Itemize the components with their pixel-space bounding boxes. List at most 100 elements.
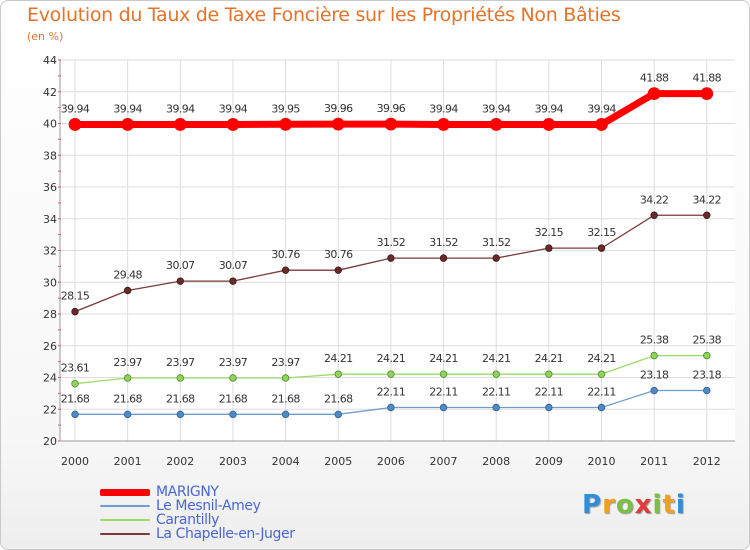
data-point <box>281 266 290 274</box>
data-point <box>650 211 658 219</box>
data-point <box>334 370 342 378</box>
data-label: 23.18 <box>640 369 669 382</box>
data-point <box>123 286 132 295</box>
data-point <box>437 118 450 131</box>
data-point <box>439 403 448 412</box>
chart-subtitle: (en %) <box>27 30 64 43</box>
data-point <box>492 254 500 262</box>
x-tick-label: 2010 <box>588 455 616 468</box>
logo-letter: t <box>662 490 676 520</box>
data-point <box>647 87 661 101</box>
chart-legend: MARIGNY Le Mesnil-Amey Carantilly La Cha… <box>100 485 295 541</box>
y-tick-label: 40 <box>43 118 57 131</box>
logo-letter: o <box>615 490 635 520</box>
data-label: 39.96 <box>324 102 353 115</box>
data-point <box>492 370 500 378</box>
x-tick-label: 2002 <box>166 455 194 468</box>
data-label: 30.76 <box>271 248 300 261</box>
data-label: 32.15 <box>587 226 616 239</box>
data-label: 21.68 <box>271 392 300 405</box>
y-tick-label: 32 <box>43 245 57 258</box>
x-tick-label: 2009 <box>535 455 563 468</box>
y-tick-label: 42 <box>43 86 57 99</box>
logo-letter: r <box>602 490 616 520</box>
data-label: 39.96 <box>377 102 406 115</box>
y-tick-label: 26 <box>43 340 57 353</box>
data-point <box>121 118 135 131</box>
data-point <box>331 117 345 131</box>
y-tick-label: 44 <box>43 54 57 67</box>
x-tick-label: 2011 <box>640 455 668 468</box>
data-label: 22.11 <box>377 386 406 399</box>
data-label: 23.97 <box>166 356 195 369</box>
data-label: 41.88 <box>640 72 669 85</box>
data-label: 30.07 <box>166 259 195 272</box>
legend-swatch-carantilly <box>100 519 150 521</box>
x-tick-label: 2004 <box>272 455 300 468</box>
data-label: 21.68 <box>113 392 142 405</box>
data-label: 25.38 <box>640 334 669 347</box>
legend-swatch-le-mesnil-amey <box>100 505 150 507</box>
legend-label: Carantilly <box>156 512 220 528</box>
data-label: 31.52 <box>482 236 511 249</box>
data-point <box>387 370 395 378</box>
data-point <box>334 410 342 419</box>
data-label: 30.07 <box>219 259 248 272</box>
data-point <box>545 244 553 252</box>
data-point <box>281 374 290 382</box>
y-tick-label: 38 <box>43 149 57 162</box>
data-point <box>597 370 606 378</box>
y-tick-label: 30 <box>43 276 57 289</box>
data-point <box>334 266 342 274</box>
data-point <box>229 277 237 285</box>
data-label: 21.68 <box>219 392 248 405</box>
data-label: 34.22 <box>640 193 669 206</box>
data-point <box>703 386 711 395</box>
series-marigny: 39.94 39.94 39.94 39.94 39.95 39.96 39.96 39.94… <box>61 72 722 131</box>
y-tick-label: 28 <box>43 308 57 321</box>
data-point <box>387 254 395 262</box>
legend-item-marigny: MARIGNY <box>100 485 295 499</box>
chart-series: 39.94 39.94 39.94 39.94 39.95 39.96 39.96 39.94… <box>61 72 722 419</box>
chart-title: Evolution du Taux de Taxe Foncière sur l… <box>27 4 621 26</box>
data-point <box>176 277 184 285</box>
data-label: 41.88 <box>693 72 722 85</box>
x-tick-label: 2000 <box>61 455 89 468</box>
data-label: 39.94 <box>61 102 90 115</box>
x-tick-label: 2007 <box>430 455 458 468</box>
data-label: 34.22 <box>693 193 722 206</box>
series-le-mesnil-amey: 21.68 21.68 21.68 21.68 21.68 21.68 22.11 22.11… <box>61 369 722 419</box>
data-label: 22.11 <box>482 386 511 399</box>
data-point <box>489 118 503 131</box>
y-tick-label: 36 <box>43 181 57 194</box>
data-point <box>173 118 187 131</box>
data-point <box>229 374 237 382</box>
data-point <box>545 403 553 412</box>
data-point <box>650 351 658 360</box>
y-tick-label: 24 <box>43 372 57 385</box>
y-tick-label: 22 <box>43 403 57 416</box>
data-label: 24.21 <box>377 352 406 365</box>
data-label: 23.97 <box>113 356 142 369</box>
data-label: 39.94 <box>219 102 248 115</box>
logo-letter: i <box>652 490 663 520</box>
data-point <box>595 118 608 131</box>
y-tick-label: 34 <box>43 213 57 226</box>
data-label: 23.61 <box>61 362 90 375</box>
data-point <box>176 374 184 382</box>
data-point <box>387 403 395 412</box>
data-point <box>279 117 293 131</box>
data-label: 39.94 <box>113 102 142 115</box>
data-point <box>703 211 711 219</box>
series-la-chapelle-en-juger: 28.15 29.48 30.07 30.07 30.76 30.76 31.52 31.52… <box>61 193 722 316</box>
data-point <box>71 307 79 316</box>
data-point <box>281 410 290 419</box>
data-label: 23.97 <box>271 356 300 369</box>
data-point <box>650 386 658 395</box>
data-label: 21.68 <box>61 392 90 405</box>
logo-letter: P <box>582 490 603 520</box>
legend-item-carantilly: Carantilly <box>100 513 295 527</box>
data-label: 22.11 <box>429 386 458 399</box>
data-label: 39.94 <box>166 102 195 115</box>
